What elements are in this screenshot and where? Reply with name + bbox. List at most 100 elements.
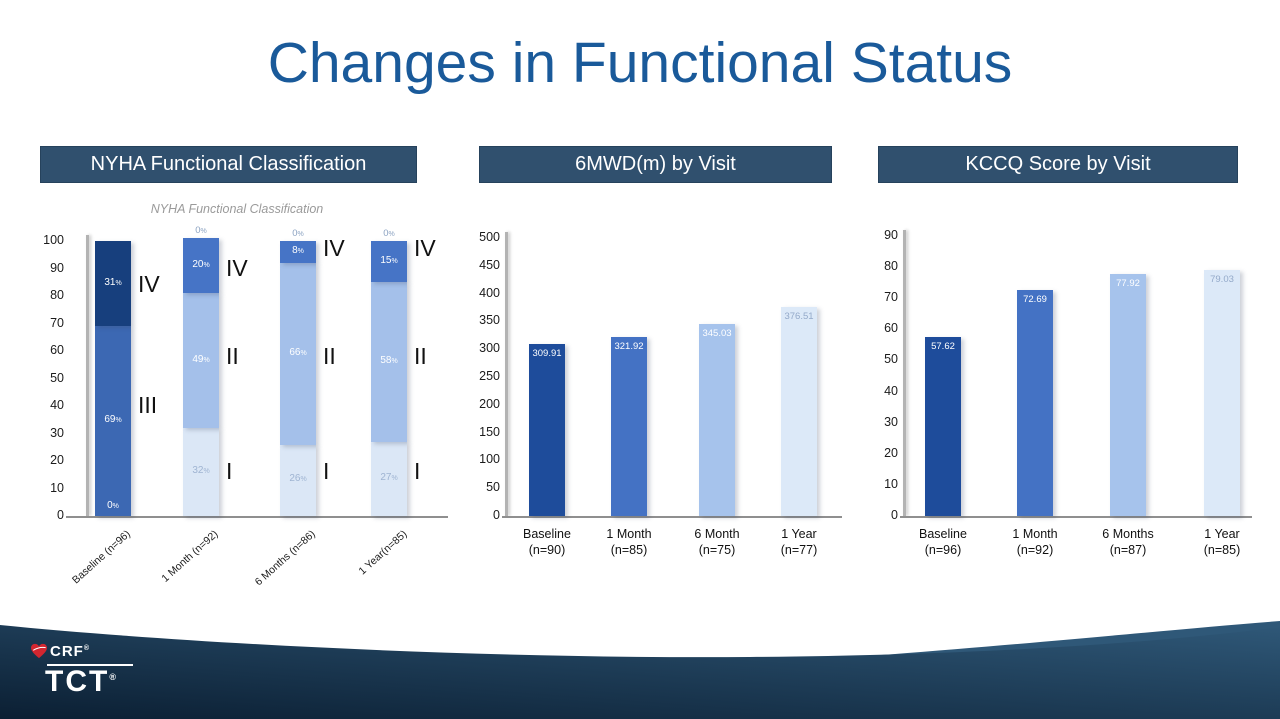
nyha-bar-0-segment-label: 69% (104, 414, 122, 426)
mwd-bar-value-label: 321.92 (614, 341, 644, 352)
mwd-bar-3 (781, 306, 817, 516)
kccq-bar-value-label: 79.03 (1210, 274, 1234, 286)
nyha-x-axis-line (66, 516, 448, 518)
kccq-y-tick-label: 70 (884, 290, 898, 305)
nyha-bar-3-zero-label: 0% (383, 228, 395, 239)
mwd-bar-value-label: 376.51 (784, 310, 814, 322)
kccq-y-tick-label: 60 (884, 321, 898, 336)
mwd-y-tick-label: 150 (479, 424, 500, 439)
nyha-y-tick-label: 10 (50, 480, 64, 495)
mwd-y-tick-label: 350 (479, 313, 500, 328)
nyha-y-tick-label: 30 (50, 425, 64, 440)
kccq-x-axis-label: 6 Months (n=87) (1102, 527, 1154, 558)
nyha-x-axis-label: 1 Year(n=85) (356, 528, 410, 578)
tct-wordmark: TCT® (45, 665, 118, 698)
nyha-x-axis-label: 6 Months (n=86) (252, 528, 319, 589)
nyha-class-annotation: I (414, 458, 421, 484)
kccq-y-tick-label: 20 (884, 445, 898, 460)
nyha-y-tick-label: 100 (43, 233, 64, 247)
kccq-y-tick-label: 30 (884, 414, 898, 429)
nyha-bar-1-segment-II (183, 293, 219, 428)
kccq-bar-value-label: 72.69 (1023, 293, 1047, 305)
kccq-y-tick-label: 10 (884, 476, 898, 491)
nyha-y-tick-label: 50 (50, 370, 64, 385)
mwd-x-axis-line (502, 516, 842, 518)
page-title: Changes in Functional Status (267, 31, 1013, 95)
nyha-bar-0-bottom-zero-label: 0% (107, 500, 119, 511)
footer-wave-graphic (0, 621, 1280, 719)
mwd-bar-0 (529, 343, 565, 516)
kccq-bar-value-label: 77.92 (1116, 277, 1140, 289)
nyha-y-tick-label: 80 (50, 288, 64, 302)
kccq-bar-1 (1017, 289, 1053, 516)
mwd-bar-value-label: 345.03 (702, 328, 732, 340)
kccq-bar-2 (1110, 273, 1146, 516)
kccq-bar-3 (1204, 270, 1240, 516)
kccq-y-tick-label: 50 (884, 352, 898, 367)
tct-crf-logo: CRF® TCT® (30, 641, 133, 697)
mwd-x-axis-label: 1 Month (n=85) (606, 527, 652, 558)
nyha-class-annotation: IV (323, 235, 345, 262)
mwd-bar-value-label: 309.91 (532, 347, 562, 359)
nyha-bar-0-segment-III (95, 326, 131, 516)
mwd-y-tick-label: 450 (479, 257, 500, 272)
nyha-class-annotation: II (323, 342, 336, 369)
mwd-y-tick-label: 100 (479, 452, 500, 467)
mwd-y-tick-label: 50 (486, 480, 500, 495)
kccq-x-axis-line (900, 516, 1252, 518)
mwd-y-tick-label: 400 (479, 285, 500, 300)
mwd-y-tick-label: 300 (479, 341, 500, 356)
nyha-y-axis-line (86, 235, 89, 516)
mwd-y-tick-label: 250 (479, 369, 500, 383)
nyha-bar-3-segment-label: 58% (380, 355, 398, 366)
nyha-bar-3-segment-II (371, 282, 407, 442)
crf-wordmark: CRF® (50, 642, 90, 660)
nyha-class-annotation: III (138, 392, 158, 418)
mwd-bar-1 (611, 337, 647, 516)
footer-wave-dark (0, 625, 1280, 719)
nyha-class-annotation: I (226, 458, 233, 484)
nyha-y-tick-label: 20 (50, 453, 64, 467)
nyha-bar-1-segment-label: 20% (192, 258, 210, 270)
mwd-y-axis-line (505, 232, 508, 516)
kccq-x-axis-label: 1 Month (n=92) (1012, 527, 1058, 558)
registered-mark: ® (109, 672, 118, 682)
nyha-bar-2-segment-label: 66% (289, 346, 307, 358)
heart-icon (31, 643, 47, 659)
nyha-y-tick-label: 40 (50, 398, 64, 412)
panel-header-6mwd: 6MWD(m) by Visit (479, 146, 832, 183)
nyha-chart-subtitle: NYHA Functional Classification (150, 202, 324, 216)
mwd-bar-2 (699, 324, 735, 516)
mwd-x-axis-label: 6 Month (n=75) (694, 527, 740, 558)
nyha-y-tick-label: 0 (57, 508, 64, 522)
kccq-x-axis-label: 1 Year (n=85) (1203, 527, 1241, 558)
kccq-bar-value-label: 57.62 (931, 340, 955, 352)
nyha-class-annotation: IV (414, 235, 436, 262)
nyha-bar-2-segment-II (280, 263, 316, 445)
logo-divider (47, 664, 133, 666)
nyha-bar-2-segment-I (280, 444, 316, 516)
nyha-y-tick-label: 90 (50, 260, 64, 275)
kccq-bar-0 (925, 336, 961, 516)
nyha-bar-0-segment-label: 31% (104, 276, 122, 288)
nyha-y-tick-label: 70 (50, 315, 64, 330)
mwd-y-tick-label: 200 (479, 396, 500, 411)
nyha-class-annotation: II (414, 342, 427, 369)
mwd-y-tick-label: 500 (479, 230, 500, 244)
nyha-x-axis-label: 1 Month (n=92) (159, 528, 222, 585)
nyha-bar-3-segment-label: 27% (380, 471, 398, 483)
nyha-class-annotation: IV (226, 254, 248, 281)
nyha-bar-2-zero-label: 0% (292, 228, 304, 239)
mwd-x-axis-label: Baseline (n=90) (523, 527, 571, 558)
nyha-bar-1-segment-label: 49% (192, 353, 210, 365)
nyha-bar-3-segment-IV (371, 241, 407, 283)
nyha-bar-3-segment-label: 15% (380, 254, 398, 266)
kccq-y-tick-label: 40 (884, 383, 898, 398)
nyha-bar-2-segment-label: 26% (289, 473, 307, 485)
kccq-x-axis-label: Baseline (n=96) (919, 527, 967, 558)
nyha-bar-3-segment-I (371, 441, 407, 516)
kccq-y-tick-label: 80 (884, 259, 898, 274)
nyha-bar-1-segment-I (183, 428, 219, 516)
panel-header-kccq: KCCQ Score by Visit (878, 146, 1238, 183)
